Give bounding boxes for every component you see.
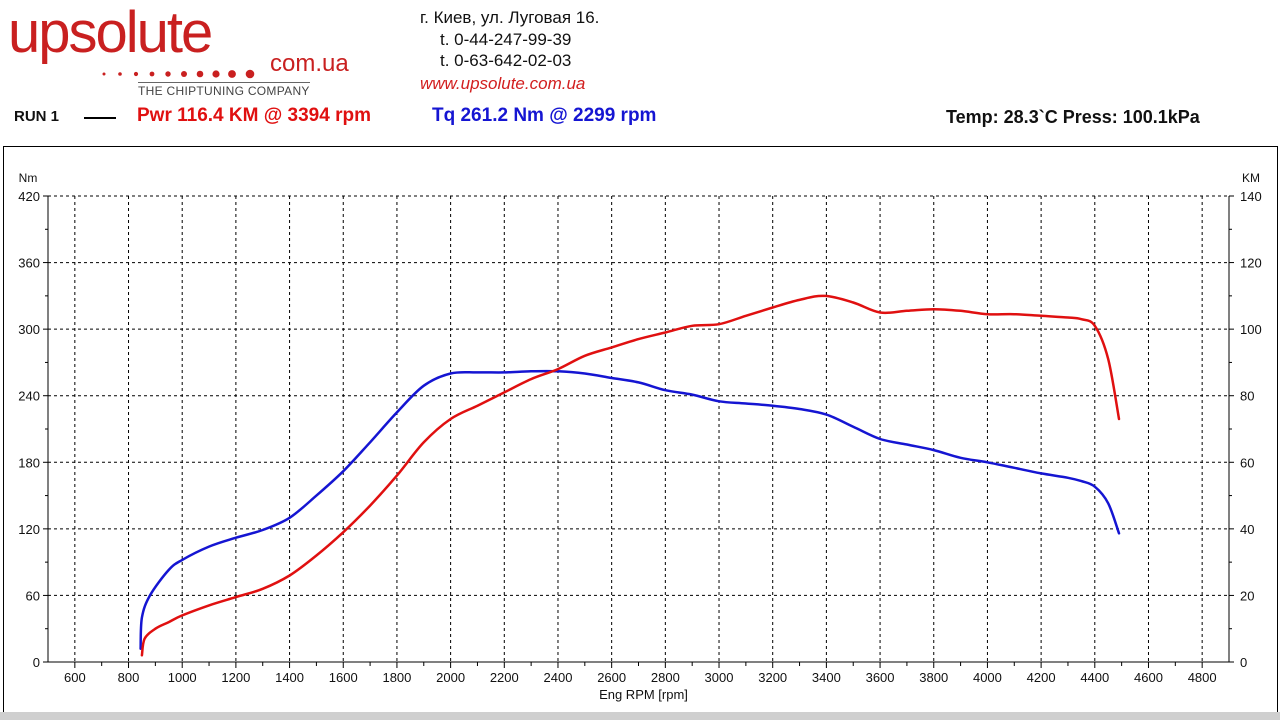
y-left-tick-label: 180 [18,455,40,470]
y-right-tick-label: 100 [1240,322,1262,337]
y-right-tick-label: 80 [1240,389,1254,404]
run-label: RUN 1 [14,108,60,125]
power-summary: Pwr 116.4 KM @ 3394 rpm [137,105,371,126]
y-left-tick-label: 420 [18,189,40,204]
x-tick-label: 2200 [490,670,519,685]
x-tick-label: 1600 [329,670,358,685]
power-curve [140,294,1121,657]
phone-1: t. 0-44-247-99-39 [440,30,572,49]
x-tick-label: 4600 [1134,670,1163,685]
bottom-band [0,712,1280,720]
y-left-tick-label: 240 [18,389,40,404]
x-tick-label: 4400 [1080,670,1109,685]
address-text: г. Киев, ул. Луговая 16. [420,8,600,27]
y-left-tick-label: 300 [18,322,40,337]
logo-dots [102,69,255,79]
y-right-tick-label: 40 [1240,522,1254,537]
x-tick-label: 3400 [812,670,841,685]
y-right-tick-label: 140 [1240,189,1262,204]
y-left-tick-label: 60 [26,588,40,603]
y-left-tick-label: 360 [18,256,40,271]
x-tick-label: 3000 [705,670,734,685]
x-axis-title: Eng RPM [rpm] [599,687,688,702]
torque-curve [139,369,1121,650]
x-tick-label: 4800 [1188,670,1217,685]
x-tick-label: 600 [64,670,86,685]
y-right-tick-label: 120 [1240,256,1262,271]
logo-tagline: THE CHIPTUNING COMPANY [138,82,310,98]
x-tick-label: 800 [118,670,140,685]
x-tick-label: 1800 [382,670,411,685]
x-tick-label: 1200 [221,670,250,685]
y-right-axis-title: KM [1242,171,1260,185]
website-link[interactable]: www.upsolute.com.ua [420,74,586,93]
y-left-tick-label: 120 [18,522,40,537]
y-right-tick-label: 0 [1240,655,1247,670]
conditions-summary: Temp: 28.3`C Press: 100.1kPa [946,107,1200,127]
x-tick-label: 2400 [544,670,573,685]
brand-logo: upsolute com.ua THE CHIPTUNING COMPANY [8,4,388,100]
phone-2: t. 0-63-642-02-03 [440,51,572,70]
x-tick-label: 4000 [973,670,1002,685]
x-tick-label: 1000 [168,670,197,685]
y-right-tick-label: 20 [1240,588,1254,603]
x-tick-label: 3200 [758,670,787,685]
x-tick-label: 2800 [651,670,680,685]
y-left-axis-title: Nm [19,171,38,185]
x-tick-label: 2000 [436,670,465,685]
torque-summary: Tq 261.2 Nm @ 2299 rpm [432,105,657,126]
y-left-tick-label: 0 [33,655,40,670]
logo-domain: com.ua [270,50,349,77]
run-legend-line [84,117,116,119]
x-tick-label: 2600 [597,670,626,685]
logo-wordmark: upsolute [8,0,213,65]
run-summary: RUN 1 Pwr 116.4 KM @ 3394 rpm Tq 261.2 N… [0,104,1280,132]
x-tick-label: 3600 [866,670,895,685]
x-tick-label: 3800 [919,670,948,685]
x-tick-label: 4200 [1027,670,1056,685]
x-tick-label: 1400 [275,670,304,685]
y-right-tick-label: 60 [1240,455,1254,470]
